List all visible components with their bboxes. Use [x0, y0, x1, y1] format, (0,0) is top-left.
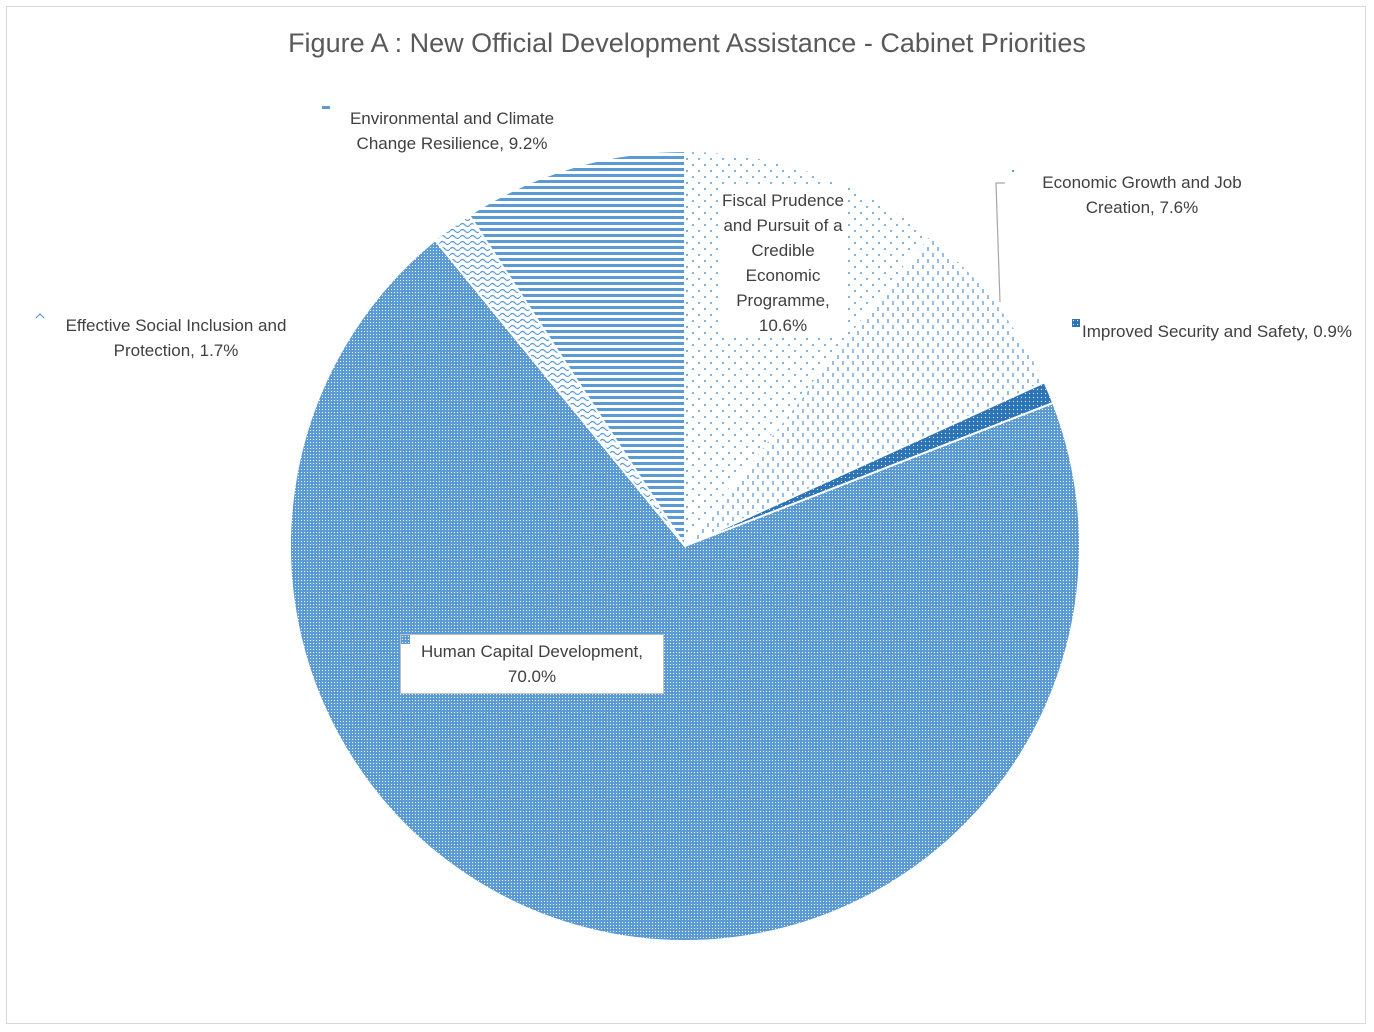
label-environmental-line1: Environmental and Climate Change Resilie… [322, 106, 554, 153]
environmental-legend-key-icon [322, 106, 330, 112]
label-economic-growth: Economic Growth and Job Creation, 7.6% [1012, 170, 1272, 220]
chart-title: Figure A : New Official Development Assi… [288, 28, 1086, 58]
label-environmental: Environmental and Climate Change Resilie… [322, 106, 582, 156]
label-social-inclusion: Effective Social Inclusion and Protectio… [36, 313, 316, 363]
pie-slice-economic-growth [684, 234, 1046, 547]
social-inclusion-legend-key-icon [36, 313, 44, 319]
label-fiscal-prudence: Fiscal Prudence and Pursuit of a Credibl… [718, 188, 848, 338]
economic-growth-leader-line [995, 182, 1005, 303]
label-human-capital: Human Capital Development, 70.0% [400, 634, 664, 694]
pie-slice-environmental [467, 149, 686, 550]
label-security: Improved Security and Safety, 0.9% [1072, 319, 1362, 344]
security-legend-key-icon [1072, 319, 1080, 327]
human-capital-legend-key-icon [401, 635, 410, 644]
economic-growth-legend-key-icon [1012, 170, 1014, 172]
pie-slice-human-capital [289, 238, 1081, 942]
